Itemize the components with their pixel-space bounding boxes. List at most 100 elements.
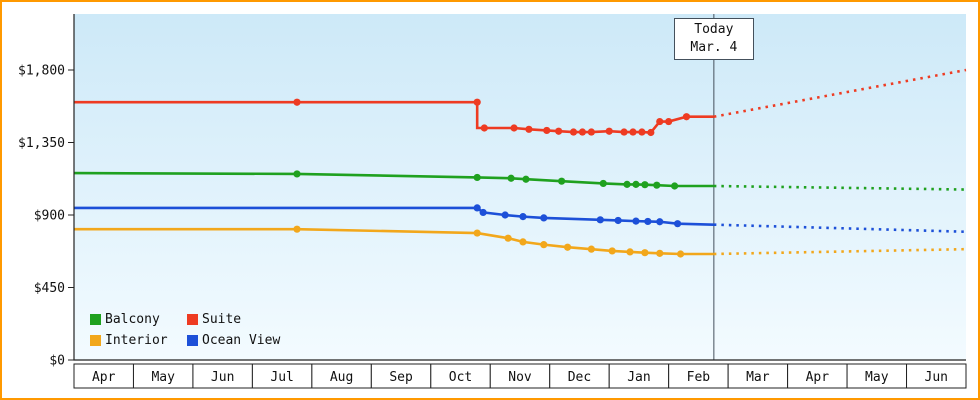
data-point-interior: [608, 247, 616, 255]
data-point-suite: [647, 128, 655, 137]
month-label: Jul: [270, 370, 293, 385]
legend-label: Balcony: [105, 312, 160, 327]
month-cell: [132, 363, 194, 389]
month-cell: [192, 363, 253, 389]
data-point-balcony: [522, 175, 530, 183]
legend-label: Ocean View: [202, 333, 281, 348]
month-label: Apr: [92, 370, 116, 385]
data-point-suite: [587, 128, 595, 136]
axis-lines: [73, 14, 966, 361]
data-point-suite: [578, 128, 587, 136]
month-cell: [668, 363, 729, 389]
data-point-ocean-view: [632, 217, 640, 225]
month-label: Jan: [627, 370, 650, 385]
legend-swatch-balcony: [90, 314, 101, 325]
data-point-interior: [519, 238, 527, 246]
data-point-suite: [638, 128, 646, 136]
month-label: Sep: [389, 370, 413, 385]
data-point-balcony: [473, 173, 481, 182]
data-point-suite: [473, 98, 481, 106]
data-point-ocean-view: [644, 217, 652, 226]
data-point-balcony: [641, 181, 649, 189]
data-point-suite: [605, 127, 613, 135]
legend-swatch-suite: [187, 314, 198, 325]
data-point-balcony: [671, 182, 679, 190]
y-tick-label: $900: [34, 209, 65, 224]
data-point-suite: [525, 125, 533, 133]
y-tick-label: $0: [49, 354, 65, 369]
data-point-suite: [510, 124, 518, 132]
y-tick-label: $1,350: [18, 136, 65, 151]
data-point-balcony: [293, 170, 301, 178]
data-point-suite: [569, 128, 578, 136]
legend-item-ocean-view: Ocean View: [187, 333, 280, 348]
legend-item-suite: Suite: [187, 312, 280, 327]
month-cell: [846, 363, 908, 389]
legend-item-balcony: Balcony: [90, 312, 187, 327]
data-point-suite: [620, 128, 628, 136]
month-cell: [489, 363, 551, 389]
month-cell: [549, 363, 610, 389]
month-cell: [906, 363, 967, 389]
data-point-interior: [293, 225, 301, 233]
data-point-interior: [563, 243, 572, 251]
data-point-interior: [676, 250, 685, 258]
data-point-interior: [656, 249, 664, 257]
data-point-suite: [656, 117, 664, 126]
y-tick-label: $1,800: [18, 64, 65, 79]
data-point-interior: [626, 248, 634, 256]
today-label: Today: [694, 22, 734, 37]
data-point-ocean-view: [501, 211, 509, 219]
series-projection-balcony: [713, 184, 967, 191]
data-point-balcony: [653, 181, 661, 189]
month-label: Jun: [211, 370, 234, 385]
data-point-interior: [504, 234, 512, 242]
data-point-ocean-view: [540, 214, 548, 222]
data-point-interior: [641, 249, 649, 257]
month-cell: [251, 363, 313, 389]
data-point-suite: [293, 98, 301, 106]
month-cell: [73, 363, 134, 389]
month-label: Apr: [806, 370, 830, 385]
y-tick-label: $450: [34, 281, 65, 296]
data-point-ocean-view: [519, 213, 527, 221]
data-point-suite: [555, 127, 563, 135]
data-point-ocean-view: [614, 216, 622, 225]
data-point-ocean-view: [596, 216, 604, 224]
month-label: Nov: [508, 370, 532, 385]
data-point-suite: [665, 117, 673, 126]
month-cell: [370, 363, 432, 389]
month-label: Aug: [330, 370, 353, 385]
month-label: Dec: [568, 370, 591, 385]
legend: Balcony Suite Interior Ocean View: [90, 312, 280, 348]
legend-label: Interior: [105, 333, 168, 348]
data-point-interior: [540, 241, 548, 249]
data-point-balcony: [623, 180, 631, 188]
data-point-balcony: [507, 174, 515, 182]
data-point-interior: [587, 245, 595, 253]
month-label: May: [865, 370, 889, 385]
data-point-ocean-view: [473, 204, 481, 212]
data-point-ocean-view: [673, 220, 682, 228]
month-label: Mar: [746, 370, 770, 385]
data-point-balcony: [558, 177, 566, 185]
month-label: Feb: [687, 370, 711, 385]
month-cell: [727, 363, 789, 389]
legend-item-interior: Interior: [90, 333, 187, 348]
data-point-suite: [480, 124, 488, 132]
month-label: Oct: [449, 370, 472, 385]
data-point-interior: [473, 229, 481, 237]
data-point-suite: [629, 128, 637, 136]
data-point-ocean-view: [656, 218, 664, 226]
legend-label: Suite: [202, 312, 242, 327]
series-projection-interior: [713, 247, 967, 256]
series-projection-suite: [713, 68, 967, 119]
data-point-suite: [543, 126, 551, 135]
data-point-suite: [682, 113, 691, 121]
data-point-ocean-view: [479, 208, 487, 217]
legend-swatch-interior: [90, 335, 101, 346]
month-label: Jun: [925, 370, 948, 385]
plot-background: [74, 14, 966, 360]
